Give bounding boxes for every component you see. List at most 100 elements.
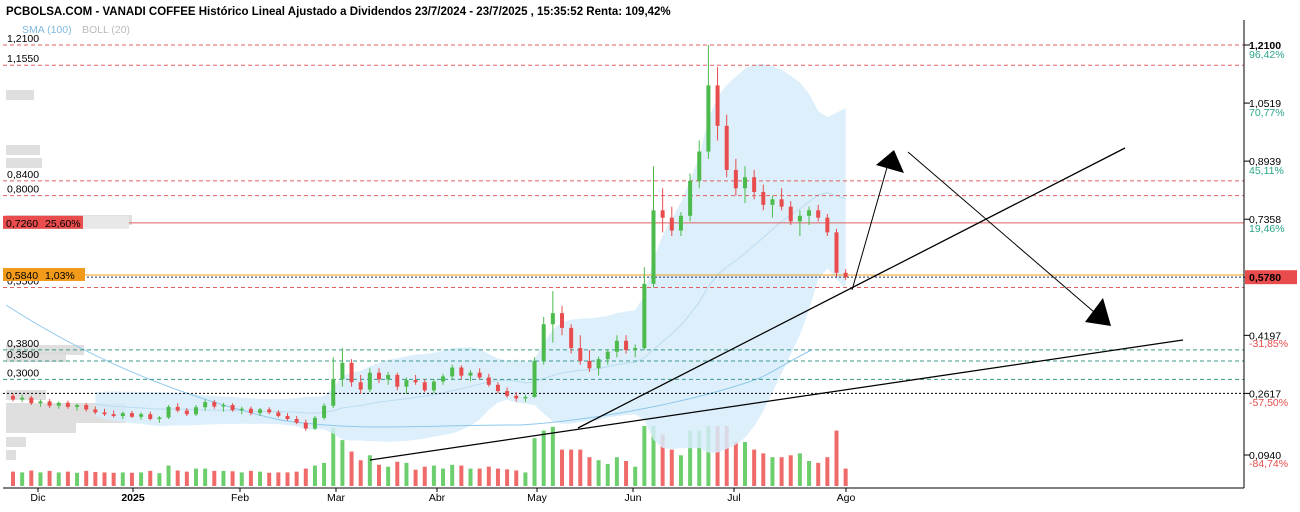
volume-bar: [102, 472, 107, 486]
candle-body: [761, 191, 766, 205]
arrow-up-head: [876, 150, 904, 173]
candle-body: [550, 313, 555, 325]
candle-body: [569, 327, 574, 349]
volume-bar: [239, 472, 244, 486]
y-tick-label: 0,7358: [1249, 214, 1281, 226]
candle-body: [358, 382, 363, 390]
volume-bar: [752, 449, 757, 486]
candle-body: [285, 416, 290, 419]
volume-bar: [377, 464, 381, 486]
y-tick-label: 0,8939: [1249, 156, 1281, 168]
left-level-label: 0,3000: [7, 367, 39, 379]
candle-body: [248, 408, 253, 414]
candle-body: [541, 324, 546, 361]
candle-body: [441, 376, 446, 382]
candle-body: [349, 362, 354, 383]
candle-body: [422, 382, 427, 391]
volume-bar: [139, 472, 144, 486]
candle-body: [468, 372, 473, 376]
candle-body: [578, 348, 583, 361]
y-percent-label: 19,46%: [1249, 223, 1285, 235]
candle-body: [65, 402, 70, 407]
volume-bar: [20, 472, 25, 486]
candle-body: [157, 417, 162, 419]
volume-bar: [825, 457, 830, 486]
candle-body: [175, 406, 180, 411]
candle-body: [212, 402, 217, 407]
volume-bar: [797, 453, 802, 486]
candle-body: [431, 381, 436, 391]
chart-title: PCBOLSA.COM - VANADI COFFEE Histórico Li…: [6, 6, 671, 18]
volume-bar: [184, 471, 189, 486]
volume-profile-bar: [6, 158, 42, 168]
volume-bar: [267, 472, 272, 486]
candle-body: [706, 85, 711, 152]
candle-body: [797, 215, 802, 222]
volume-profile-bar: [6, 423, 76, 433]
orange-level-tag-pct: 1,03%: [45, 270, 75, 282]
volume-bar: [550, 426, 555, 486]
candle-body: [486, 377, 491, 385]
candle-body: [340, 362, 345, 380]
volume-bar: [706, 426, 711, 486]
left-level-label: 0,3800: [7, 338, 39, 350]
candle-body: [303, 422, 308, 429]
x-tick-label: Abr: [429, 492, 446, 504]
y-percent-label: 70,77%: [1249, 107, 1285, 119]
candle-body: [587, 360, 592, 369]
volume-bar: [450, 464, 455, 486]
volume-profile-bar: [6, 352, 66, 362]
candle-body: [532, 360, 537, 397]
volume-bar: [212, 470, 217, 486]
candle-body: [816, 210, 821, 218]
volume-bar: [93, 472, 98, 486]
candle-body: [697, 151, 702, 181]
volume-bar: [422, 466, 427, 486]
orange-level-tag: [3, 267, 85, 281]
volume-bar: [276, 472, 281, 486]
arrow-up-shaft: [851, 163, 889, 291]
x-tick-label: Dic: [30, 492, 45, 504]
candle-body: [111, 414, 116, 417]
candle-body: [514, 395, 519, 399]
x-tick-label: Mar: [327, 492, 346, 504]
y-tick-label: 0,0940: [1249, 450, 1281, 462]
volume-bar: [605, 464, 610, 486]
y-percent-label: -31,85%: [1249, 338, 1288, 350]
volume-bar: [505, 469, 510, 486]
arrow-down-head: [1085, 298, 1111, 326]
red-level-tag-value: 0,7260: [6, 218, 38, 230]
y-tick-label: 0,4197: [1249, 330, 1281, 342]
candle-body: [523, 396, 528, 399]
volume-profile-bar: [6, 437, 26, 447]
volume-bar: [294, 471, 299, 486]
volume-bars: [11, 426, 848, 486]
volume-profile-bar: [6, 413, 126, 423]
candle-body: [11, 395, 15, 400]
volume-bar: [230, 471, 235, 486]
x-tick-label: Feb: [231, 492, 249, 504]
candle-body: [788, 206, 793, 222]
candle-body: [38, 401, 43, 404]
candle-body: [651, 210, 656, 284]
volume-bar: [495, 468, 500, 486]
candle-body: [331, 379, 336, 406]
candle-body: [413, 380, 418, 383]
volume-profile-bar: [6, 90, 34, 100]
y-tick-label: 1,0519: [1249, 98, 1281, 110]
volume-bar: [65, 471, 70, 486]
candle-body: [56, 402, 61, 406]
volume-bar: [358, 460, 363, 486]
volume-bar: [413, 469, 418, 486]
candle-body: [678, 215, 683, 231]
volume-bar: [669, 449, 674, 486]
volume-profile-bar: [6, 403, 126, 413]
volume-bar: [468, 468, 473, 486]
volume-bar: [322, 462, 327, 486]
volume-bar: [523, 472, 528, 486]
drawn-trendlines: [369, 147, 1184, 461]
volume-bar: [807, 461, 812, 486]
x-tick-label: May: [527, 492, 548, 504]
candle-body: [459, 367, 464, 376]
candle-body: [614, 340, 619, 352]
